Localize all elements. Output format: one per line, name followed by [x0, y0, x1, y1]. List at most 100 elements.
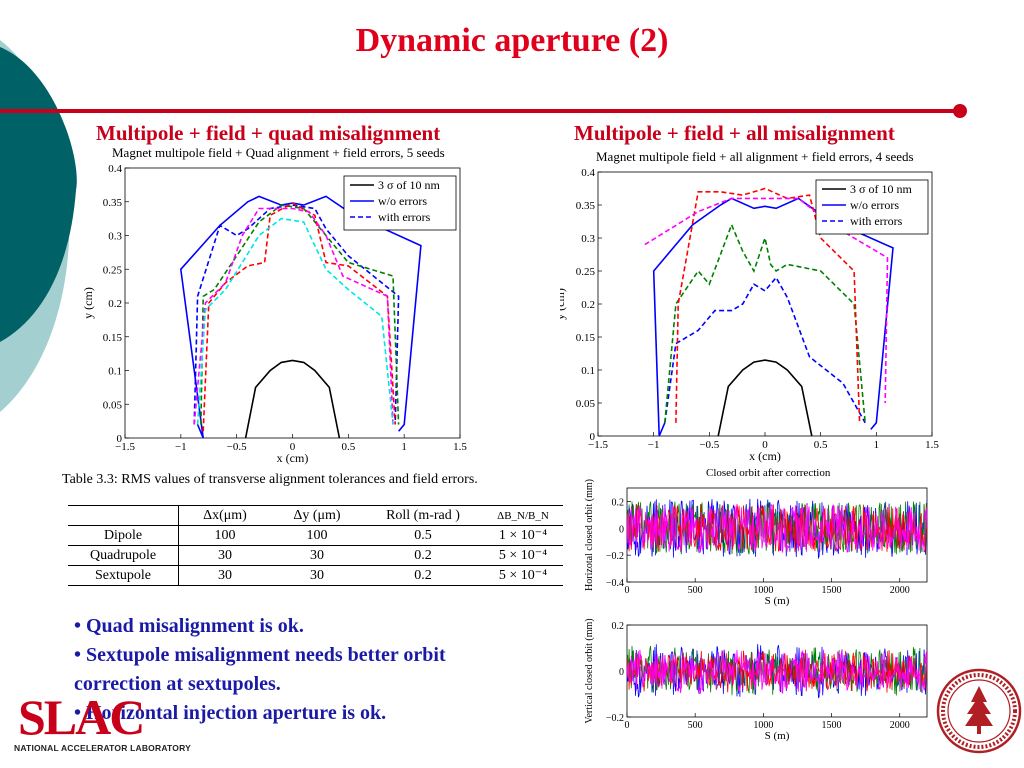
series-line: [664, 222, 866, 423]
deco-teal-arc: [0, 47, 77, 342]
y-tick-label: 0: [590, 431, 596, 443]
y-tick-label: −0.4: [606, 578, 624, 589]
y-tick-label: 0.25: [576, 266, 596, 278]
plot1-title: Magnet multipole field + Quad alignment …: [112, 145, 445, 160]
table-cell: 0.2: [414, 567, 432, 583]
stanford-seal-icon: [936, 668, 1022, 754]
legend-label: with errors: [378, 210, 431, 224]
series-line: [200, 204, 400, 425]
table-cell: 0.2: [414, 547, 432, 563]
x-tick-label: 0: [762, 439, 768, 451]
y-tick-label: 0.1: [108, 366, 122, 378]
right-subtitle: Multipole + field + all misalignment: [574, 121, 895, 145]
slac-logo-subtitle: NATIONAL ACCELERATOR LABORATORY: [14, 743, 191, 753]
svg-text:SLAC: SLAC: [18, 689, 143, 742]
y-tick-label: −0.2: [606, 551, 624, 562]
table-header-row: Δx(μm) Δy (μm) Roll (m-rad ) ΔB_N/B_N: [68, 505, 563, 526]
x-tick-label: 500: [688, 720, 703, 731]
x-tick-label: 1.5: [453, 441, 467, 453]
table-cell: 5 × 10⁻⁴: [498, 568, 548, 583]
y-tick-label: 0.35: [576, 200, 596, 212]
y-tick-label: 0: [117, 433, 123, 445]
x-axis-label: x (cm): [749, 449, 781, 463]
series-line: [644, 197, 889, 404]
x-tick-label: 1500: [822, 585, 842, 596]
x-tick-label: 2000: [890, 585, 910, 596]
series-line: [627, 649, 927, 693]
y-tick-label: 0: [619, 667, 624, 678]
x-tick-label: −1: [648, 439, 660, 451]
slide-title: Dynamic aperture (2): [355, 22, 669, 59]
series-line: [675, 187, 861, 423]
table-row: Dipole 100 100 0.5 1 × 10⁻⁴: [68, 525, 563, 546]
y-tick-label: 0.2: [612, 621, 625, 632]
table-header-text: Roll (m-rad ): [386, 507, 460, 523]
left-decoration: [0, 40, 77, 412]
series-line: [193, 204, 400, 425]
y-tick-label: 0.15: [103, 332, 123, 344]
y-tick-label: 0.3: [581, 233, 595, 245]
y-tick-label: 0.25: [103, 264, 123, 276]
plot2-title: Magnet multipole field + all alignment +…: [596, 149, 914, 164]
x-tick-label: 2000: [890, 720, 910, 731]
y-axis-label: Vertical closed orbit (mm): [584, 618, 595, 723]
x-tick-label: −1: [175, 441, 187, 453]
x-tick-label: 0: [625, 720, 630, 731]
legend-label: w/o errors: [378, 194, 427, 208]
y-tick-label: 0.2: [612, 497, 625, 508]
x-tick-label: 1500: [822, 720, 842, 731]
bullet-item: • Horizontal injection aperture is ok.: [74, 702, 387, 724]
x-tick-label: 1000: [753, 720, 773, 731]
horizontal-orbit-plot: 0 500 1000 1500 2000 −0.4 −0.2 0 0.2 S (m) Horizot…: [584, 479, 928, 607]
x-tick-label: 0: [625, 585, 630, 596]
x-tick-label: 1000: [753, 585, 773, 596]
left-subtitle: Multipole + field + quad misalignment: [96, 121, 441, 145]
legend-label: with errors: [850, 214, 903, 228]
x-tick-label: −1.5: [588, 439, 608, 451]
table-cell: 100: [214, 527, 236, 543]
slac-logo: SLAC: [18, 689, 145, 742]
bullet-list: • Quad misalignment is ok. • Sextupole m…: [74, 612, 514, 728]
series-line: [627, 504, 927, 554]
tolerance-table: Δx(μm) Δy (μm) Roll (m-rad ) ΔB_N/B_N Di…: [68, 505, 563, 586]
series-line: [652, 197, 894, 436]
x-tick-label: 500: [688, 585, 703, 596]
series-line: [202, 202, 396, 432]
table-caption: Table 3.3: RMS values of transverse alig…: [62, 472, 478, 487]
table-header-cell: Δy (μm): [293, 507, 341, 523]
table-cell: Dipole: [68, 525, 179, 546]
legend-label: 3 σ of 10 nm: [850, 182, 912, 196]
series-line: [193, 207, 394, 425]
table-header-cell: ΔB_N/B_N: [497, 509, 549, 522]
bullet-item: • Sextupole misalignment needs better or…: [74, 644, 446, 695]
title-rule: [0, 109, 960, 113]
y-tick-label: 0.05: [103, 399, 123, 411]
x-tick-label: 0: [290, 441, 296, 453]
y-tick-label: 0: [619, 524, 624, 535]
table-cell: Quadrupole: [68, 545, 179, 566]
x-tick-label: −0.5: [227, 441, 247, 453]
table-cell: 30: [310, 567, 324, 583]
y-tick-label: 0.1: [581, 365, 595, 377]
x-axis-label: x (cm): [277, 451, 309, 465]
y-tick-label: 0.2: [108, 298, 122, 310]
x-axis-label: S (m): [765, 595, 790, 607]
table-cell: 30: [310, 547, 324, 563]
y-tick-label: 0.4: [108, 163, 122, 175]
legend-label: 3 σ of 10 nm: [378, 178, 440, 192]
y-tick-label: 0.05: [576, 398, 596, 410]
table-header-cell: [68, 505, 179, 526]
x-tick-label: 0.5: [814, 439, 828, 451]
vertical-orbit-plot: 0 500 1000 1500 2000−0.200.2S (m)Vertical cl…: [584, 618, 928, 742]
x-axis-label: S (m): [765, 730, 790, 742]
table-cell: 1 × 10⁻⁴: [498, 528, 548, 543]
x-tick-label: −0.5: [699, 439, 719, 451]
y-tick-label: −0.2: [606, 713, 624, 724]
x-tick-label: −1.5: [115, 441, 135, 453]
y-axis-label: Horizotal closed orbit (mm): [584, 479, 595, 591]
table-cell: 30: [218, 567, 232, 583]
plot3-title: Closed orbit after correction: [706, 467, 831, 479]
table-row: Quadrupole 30 30 0.2 5 × 10⁻⁴: [68, 545, 563, 566]
bullet-item: • Quad misalignment is ok.: [74, 615, 304, 637]
table-header-cell: Roll (m-rad ): [363, 506, 483, 526]
